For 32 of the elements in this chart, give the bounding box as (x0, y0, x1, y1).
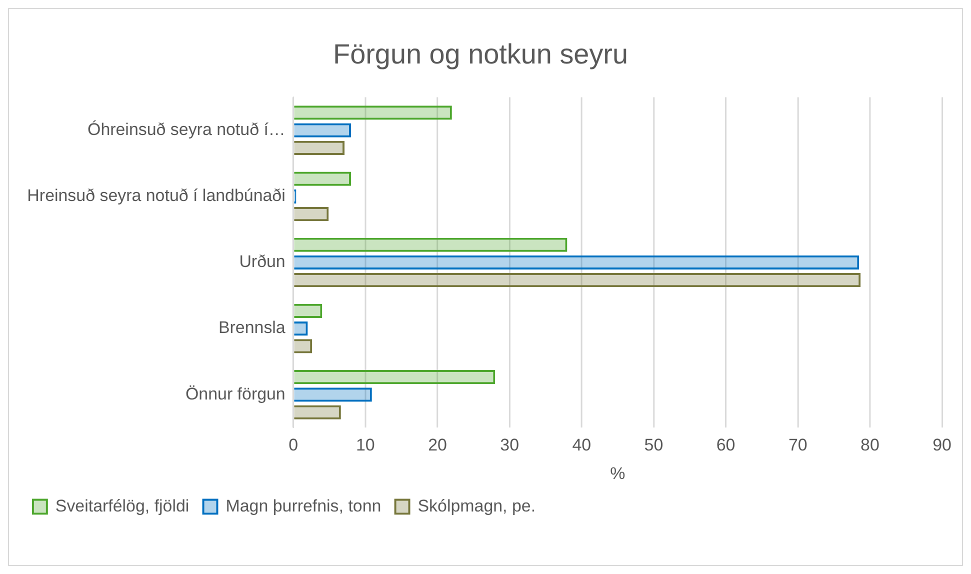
x-tick-label: 90 (932, 436, 952, 454)
bar (294, 238, 568, 252)
bar (294, 370, 496, 384)
x-tick-label: 20 (428, 436, 447, 454)
bar (294, 206, 329, 222)
chart-title: Förgun og notkun seyru (333, 38, 628, 70)
bar (294, 388, 372, 402)
x-tick-label: 0 (288, 436, 298, 454)
bar (294, 106, 452, 120)
x-tick-label: 60 (716, 436, 736, 454)
bar (294, 273, 861, 288)
bar (294, 304, 322, 318)
bar (294, 140, 345, 155)
bar (294, 255, 860, 270)
y-tick-label: Urðun (239, 252, 286, 272)
bar (294, 172, 352, 186)
x-tick-label: 70 (788, 436, 808, 454)
bar (294, 405, 341, 420)
bar (294, 123, 352, 138)
legend-label: Skólpmagn, pe. (418, 496, 536, 516)
legend-label: Magn þurrefnis, tonn (226, 496, 382, 516)
x-axis-title: % (610, 464, 626, 483)
y-tick-label: Önnur förgun (185, 384, 286, 404)
x-tick-label: 80 (860, 436, 880, 454)
x-tick-label: 30 (500, 436, 520, 454)
y-tick-label: Hreinsuð seyra notuð í landbúnaði (27, 186, 286, 206)
y-tick-label: Óhreinsuð seyra notuð í… (88, 120, 286, 139)
x-tick-label: 40 (572, 436, 592, 454)
y-tick-label: Brennsla (218, 318, 286, 338)
x-tick-label: 50 (644, 436, 664, 454)
legend-label: Sveitarfélög, fjöldi (55, 496, 190, 516)
x-tick-label: 10 (356, 436, 375, 454)
